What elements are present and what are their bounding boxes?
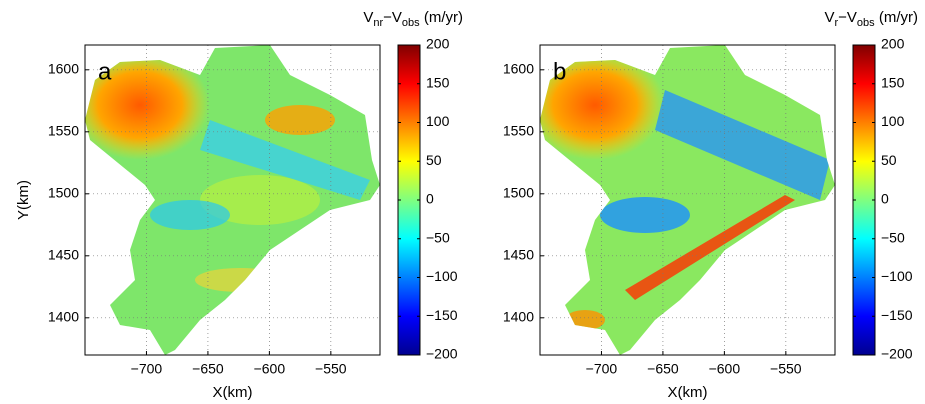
colorbar-label-part: obs — [857, 17, 875, 29]
colorbar-tick-label: 0 — [426, 191, 434, 207]
x-tick-label: −550 — [315, 361, 347, 377]
colorbar-tick-label: 100 — [881, 113, 905, 129]
colorbar-label-part: (m/yr) — [875, 9, 918, 26]
colorbar-tick-label: −150 — [426, 307, 458, 323]
x-tick-label: −550 — [770, 361, 802, 377]
colorbar-tick-label: 200 — [426, 36, 450, 52]
colorbar-tick-label: −100 — [881, 268, 913, 284]
colorbar-label: Vr−Vobs (m/yr) — [824, 9, 918, 29]
y-tick-label: 1600 — [48, 61, 79, 77]
y-tick-label: 1600 — [503, 61, 534, 77]
colorbar-tick-label: −200 — [881, 346, 913, 362]
y-tick-label: 1400 — [48, 309, 79, 325]
colorbar-tick-label: 0 — [881, 191, 889, 207]
colorbar-tick-label: 50 — [426, 152, 442, 168]
colorbar-label-part: r — [834, 17, 838, 29]
colorbar-tick-label: 200 — [881, 36, 905, 52]
colorbar-tick-label: −100 — [426, 268, 458, 284]
colorbar-label-part: nr — [373, 17, 383, 29]
panel-label: a — [98, 58, 112, 85]
x-tick-label: −600 — [254, 361, 286, 377]
colorbar-label-part: V — [824, 9, 834, 26]
y-tick-label: 1500 — [503, 185, 534, 201]
x-tick-label: −650 — [192, 361, 224, 377]
colorbar-tick-label: 150 — [881, 74, 905, 90]
colorbar-tick-label: 50 — [881, 152, 897, 168]
map-field — [525, 40, 845, 360]
colorbar-tick-label: −50 — [881, 229, 905, 245]
y-axis-label: Y(km) — [15, 180, 32, 220]
x-tick-label: −700 — [586, 361, 618, 377]
y-tick-label: 1550 — [503, 123, 534, 139]
x-tick-label: −700 — [131, 361, 163, 377]
colorbar-tick-label: 100 — [426, 113, 450, 129]
y-tick-label: 1400 — [503, 309, 534, 325]
colorbar-label-part: (m/yr) — [420, 9, 463, 26]
colorbar-label-part: obs — [402, 17, 420, 29]
x-axis-label: X(km) — [213, 384, 253, 401]
y-tick-label: 1450 — [503, 247, 534, 263]
panel-label: b — [553, 58, 566, 85]
x-tick-label: −650 — [647, 361, 679, 377]
x-axis-label: X(km) — [668, 384, 708, 401]
y-tick-label: 1450 — [48, 247, 79, 263]
colorbar-tick-label: −200 — [426, 346, 458, 362]
colorbar-label-part: V — [363, 9, 373, 26]
colorbar — [852, 44, 876, 356]
y-tick-label: 1550 — [48, 123, 79, 139]
colorbar — [397, 44, 421, 356]
x-tick-label: −600 — [709, 361, 741, 377]
colorbar-label-part: −V — [838, 9, 857, 26]
colorbar-label-part: −V — [383, 9, 402, 26]
colorbar-tick-label: −50 — [426, 229, 450, 245]
axes-frame — [84, 44, 381, 356]
colorbar-label: Vnr−Vobs (m/yr) — [363, 9, 463, 29]
colorbar-tick-label: 150 — [426, 74, 450, 90]
axes-frame — [539, 44, 836, 356]
y-tick-label: 1500 — [48, 185, 79, 201]
colorbar-tick-label: −150 — [881, 307, 913, 323]
map-field — [70, 40, 390, 360]
